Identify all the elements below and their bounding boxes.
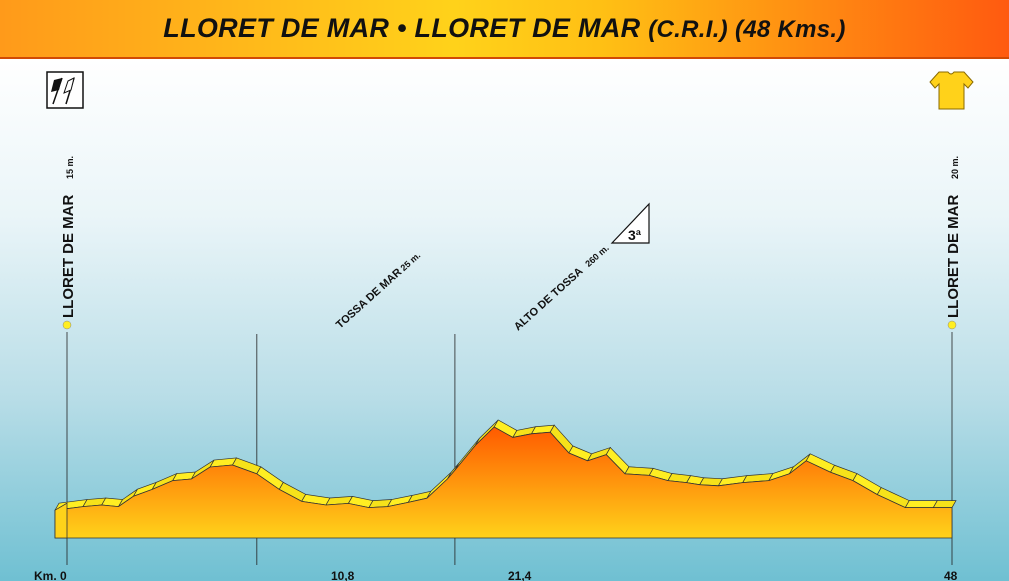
waypoint-tossa-name: TOSSA DE MAR [334,266,404,331]
start-point-label: LLORET DE MAR 15 m. [60,156,77,318]
elevation-area [54,426,953,539]
start-marker-dot [62,320,72,330]
waypoint-alto-label: ALTO DE TOSSA 260 m. [512,243,611,333]
km-label-alto: 21,4 [508,569,532,581]
stage-title-sub: (C.R.I.) (48 Kms.) [648,16,846,43]
finish-point-alt: 20 m. [950,156,960,179]
km-label-tossa: 10,8 [331,569,355,581]
climb-category-badge: 3ª [610,202,650,244]
start-point-name: LLORET DE MAR [60,195,77,318]
leader-jersey-icon [929,71,974,110]
ridge-segment [904,500,938,508]
finish-marker-dot [947,320,957,330]
checkered-flags-icon [46,71,84,109]
title-banner: LLORET DE MAR • LLORET DE MAR (C.R.I.) (… [0,0,1009,59]
waypoint-alto-alt: 260 m. [583,243,611,269]
waypoint-tossa-alt: 25 m. [399,250,423,273]
climb-category-text: 3ª [628,227,642,243]
finish-point-name: LLORET DE MAR [945,195,962,318]
km-axis: Km. 0 10,8 21,4 48 [34,569,958,581]
start-point-alt: 15 m. [65,156,75,179]
stage-title-main: LLORET DE MAR • LLORET DE MAR [163,13,641,43]
waypoint-alto-name: ALTO DE TOSSA [512,265,585,333]
km-label-finish: 48 [944,569,958,581]
stage-title: LLORET DE MAR • LLORET DE MAR (C.R.I.) (… [163,13,845,44]
ridge-segment [932,500,957,508]
km-label-start: Km. 0 [34,569,67,581]
elevation-front-edge [54,502,68,539]
waypoint-tossa-label: TOSSA DE MAR 25 m. [334,250,423,331]
finish-point-label: LLORET DE MAR 20 m. [945,156,962,318]
